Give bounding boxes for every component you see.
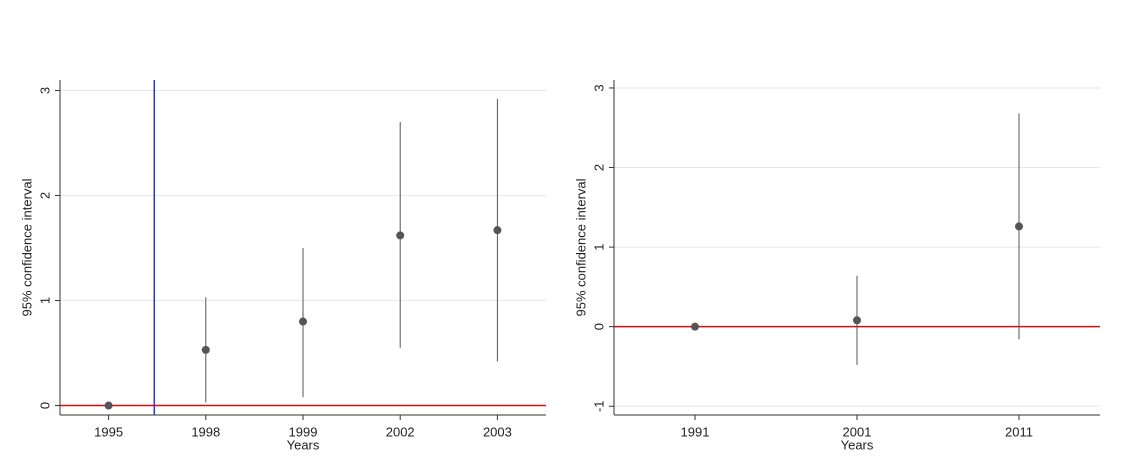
x-tick-label: 1995 bbox=[94, 424, 123, 439]
point bbox=[493, 226, 502, 235]
x-tick-label: 2011 bbox=[1005, 424, 1033, 439]
y-tick-label: 2 bbox=[591, 164, 606, 171]
x-tick-label: 2002 bbox=[386, 424, 415, 439]
y-axis-title: 95% confidence interval bbox=[19, 178, 34, 316]
y-tick-label: 1 bbox=[37, 297, 52, 304]
y-tick-label: 3 bbox=[37, 87, 52, 94]
point bbox=[396, 231, 405, 240]
point bbox=[853, 316, 861, 325]
point bbox=[201, 345, 210, 354]
y-tick-label: 3 bbox=[591, 84, 606, 91]
y-axis-title: 95% confidence interval bbox=[573, 178, 588, 316]
point bbox=[691, 322, 699, 331]
x-axis-title: Years bbox=[287, 437, 320, 452]
y-tick-label: 1 bbox=[591, 243, 606, 250]
y-tick-label: 2 bbox=[37, 192, 52, 199]
x-tick-label: 2003 bbox=[483, 424, 512, 439]
x-tick-label: 1998 bbox=[191, 424, 220, 439]
point bbox=[1015, 222, 1023, 231]
y-tick-label: -1 bbox=[591, 400, 606, 412]
x-tick-label: 1991 bbox=[681, 424, 710, 439]
x-tick-label: 1999 bbox=[289, 424, 318, 439]
x-tick-label: 2001 bbox=[843, 424, 872, 439]
y-tick-label: 0 bbox=[37, 402, 52, 409]
y-tick-label: 0 bbox=[591, 323, 606, 330]
point bbox=[299, 317, 307, 326]
point bbox=[104, 401, 113, 410]
x-axis-title: Years bbox=[841, 437, 874, 452]
